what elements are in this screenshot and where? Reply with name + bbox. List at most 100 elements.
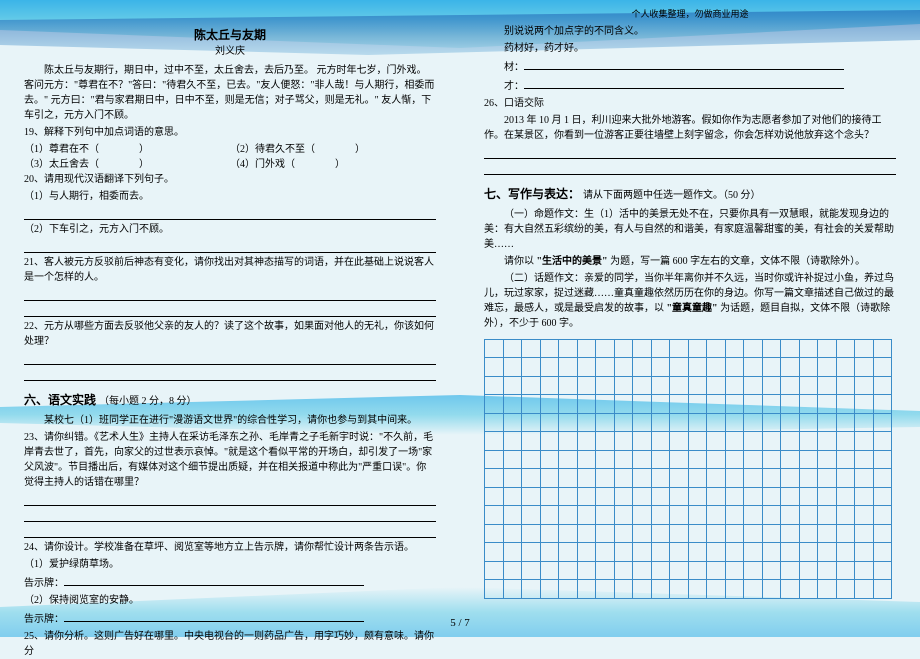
header-note: 个人收集整理，勿做商业用途 — [484, 8, 896, 22]
grid-cell — [688, 487, 707, 506]
grid-cell — [873, 487, 892, 506]
grid-cell — [725, 395, 744, 414]
grid-cell — [688, 543, 707, 562]
grid-cell — [725, 376, 744, 395]
grid-cell — [762, 561, 781, 580]
grid-cell — [614, 580, 633, 599]
grid-cell — [559, 339, 578, 358]
grid-cell — [707, 487, 726, 506]
grid-cell — [577, 561, 596, 580]
q19-item-3: （3）太丘舍去（ ） — [24, 157, 230, 172]
grid-cell — [596, 469, 615, 488]
grid-cell — [577, 506, 596, 525]
grid-cell — [762, 543, 781, 562]
grid-cell — [522, 487, 541, 506]
grid-cell — [540, 561, 559, 580]
grid-cell — [559, 561, 578, 580]
grid-cell — [707, 358, 726, 377]
q25-cai: 才： — [484, 77, 896, 94]
section-6-title: 六、语文实践 — [24, 393, 96, 407]
grid-cell — [873, 358, 892, 377]
q25-continuation-1: 别说说两个加点字的不同含义。 — [484, 24, 896, 39]
grid-cell — [651, 376, 670, 395]
grid-cell — [614, 339, 633, 358]
grid-cell — [596, 339, 615, 358]
passage-author: 刘义庆 — [24, 44, 436, 59]
grid-cell — [670, 395, 689, 414]
grid-cell — [855, 543, 874, 562]
grid-cell — [781, 580, 800, 599]
q24-item-2: （2）保持阅览室的安静。 — [24, 593, 436, 608]
grid-cell — [614, 506, 633, 525]
q24-item-1: （1）爱护绿荫草场。 — [24, 557, 436, 572]
grid-cell — [781, 358, 800, 377]
grid-cell — [614, 469, 633, 488]
grid-cell — [744, 469, 763, 488]
grid-cell — [559, 432, 578, 451]
grid-cell — [781, 524, 800, 543]
grid-cell — [485, 395, 504, 414]
grid-cell — [651, 469, 670, 488]
grid-cell — [503, 543, 522, 562]
grid-cell — [818, 376, 837, 395]
grid-cell — [577, 432, 596, 451]
grid-cell — [596, 561, 615, 580]
grid-cell — [818, 506, 837, 525]
grid-cell — [762, 580, 781, 599]
writing-prompt-1-body: （一）命题作文：生（1）活中的美景无处不在，只要你具有一双慧眼，就能发现身边的美… — [484, 207, 896, 252]
grid-cell — [818, 561, 837, 580]
grid-cell — [577, 339, 596, 358]
grid-cell — [485, 580, 504, 599]
grid-cell — [633, 339, 652, 358]
section-7-note: 请从下面两题中任选一题作文。（50 分） — [583, 190, 761, 201]
grid-cell — [522, 580, 541, 599]
grid-cell — [522, 358, 541, 377]
grid-cell — [781, 376, 800, 395]
grid-cell — [799, 450, 818, 469]
grid-cell — [762, 469, 781, 488]
grid-cell — [688, 469, 707, 488]
grid-cell — [725, 339, 744, 358]
grid-cell — [485, 432, 504, 451]
grid-cell — [818, 543, 837, 562]
grid-cell — [744, 339, 763, 358]
grid-cell — [799, 339, 818, 358]
grid-cell — [559, 487, 578, 506]
question-26: 26、口语交际 — [484, 96, 896, 111]
grid-cell — [836, 487, 855, 506]
grid-cell — [799, 543, 818, 562]
grid-cell — [762, 524, 781, 543]
question-20: 20、请用现代汉语翻译下列句子。 — [24, 172, 436, 187]
grid-cell — [522, 413, 541, 432]
grid-cell — [559, 580, 578, 599]
grid-cell — [707, 506, 726, 525]
grid-cell — [873, 339, 892, 358]
grid-cell — [688, 506, 707, 525]
grid-cell — [744, 358, 763, 377]
answer-blank — [484, 161, 896, 175]
grid-cell — [725, 561, 744, 580]
grid-cell — [725, 487, 744, 506]
grid-cell — [540, 339, 559, 358]
grid-cell — [781, 469, 800, 488]
grid-cell — [540, 469, 559, 488]
grid-cell — [596, 487, 615, 506]
grid-cell — [670, 432, 689, 451]
sign-label-1: 告示牌： — [24, 578, 64, 589]
writing-prompt-2-body: （二）话题作文：亲爱的同学，当你半年离你并不久远，当时你或许补捉过小鱼，养过鸟儿… — [484, 271, 896, 331]
question-22: 22、元方从哪些方面去反驳他父亲的友人的？读了这个故事，如果面对他人的无礼，你该… — [24, 319, 436, 349]
grid-cell — [614, 413, 633, 432]
grid-cell — [540, 413, 559, 432]
grid-cell — [485, 376, 504, 395]
grid-cell — [836, 506, 855, 525]
grid-cell — [522, 469, 541, 488]
grid-cell — [485, 524, 504, 543]
grid-cell — [670, 469, 689, 488]
grid-cell — [522, 561, 541, 580]
grid-cell — [873, 432, 892, 451]
grid-cell — [744, 413, 763, 432]
grid-cell — [522, 506, 541, 525]
grid-cell — [596, 450, 615, 469]
grid-cell — [596, 506, 615, 525]
grid-cell — [559, 358, 578, 377]
